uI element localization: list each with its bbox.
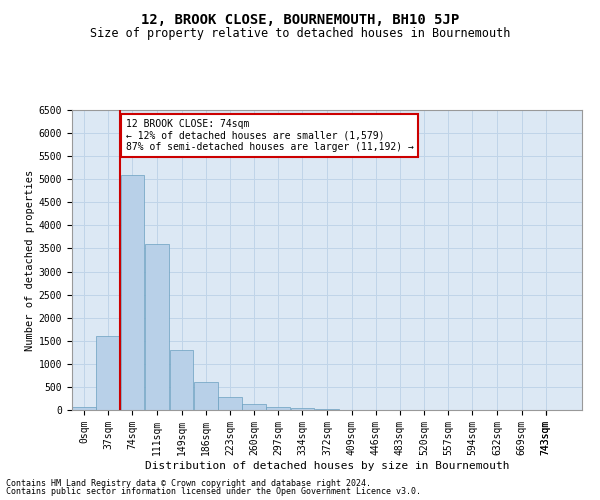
Text: Contains public sector information licensed under the Open Government Licence v3: Contains public sector information licen… <box>6 487 421 496</box>
Bar <box>97 336 120 410</box>
Bar <box>242 404 266 410</box>
Text: Size of property relative to detached houses in Bournemouth: Size of property relative to detached ho… <box>90 28 510 40</box>
Bar <box>218 397 242 410</box>
Bar <box>72 406 96 410</box>
X-axis label: Distribution of detached houses by size in Bournemouth: Distribution of detached houses by size … <box>145 460 509 470</box>
Bar <box>194 382 218 410</box>
Bar <box>121 174 145 410</box>
Bar <box>170 350 193 410</box>
Y-axis label: Number of detached properties: Number of detached properties <box>25 170 35 350</box>
Bar <box>290 408 314 410</box>
Text: 12, BROOK CLOSE, BOURNEMOUTH, BH10 5JP: 12, BROOK CLOSE, BOURNEMOUTH, BH10 5JP <box>141 12 459 26</box>
Text: 12 BROOK CLOSE: 74sqm
← 12% of detached houses are smaller (1,579)
87% of semi-d: 12 BROOK CLOSE: 74sqm ← 12% of detached … <box>125 119 413 152</box>
Bar <box>266 406 290 410</box>
Bar <box>145 244 169 410</box>
Bar <box>316 409 339 410</box>
Text: Contains HM Land Registry data © Crown copyright and database right 2024.: Contains HM Land Registry data © Crown c… <box>6 478 371 488</box>
